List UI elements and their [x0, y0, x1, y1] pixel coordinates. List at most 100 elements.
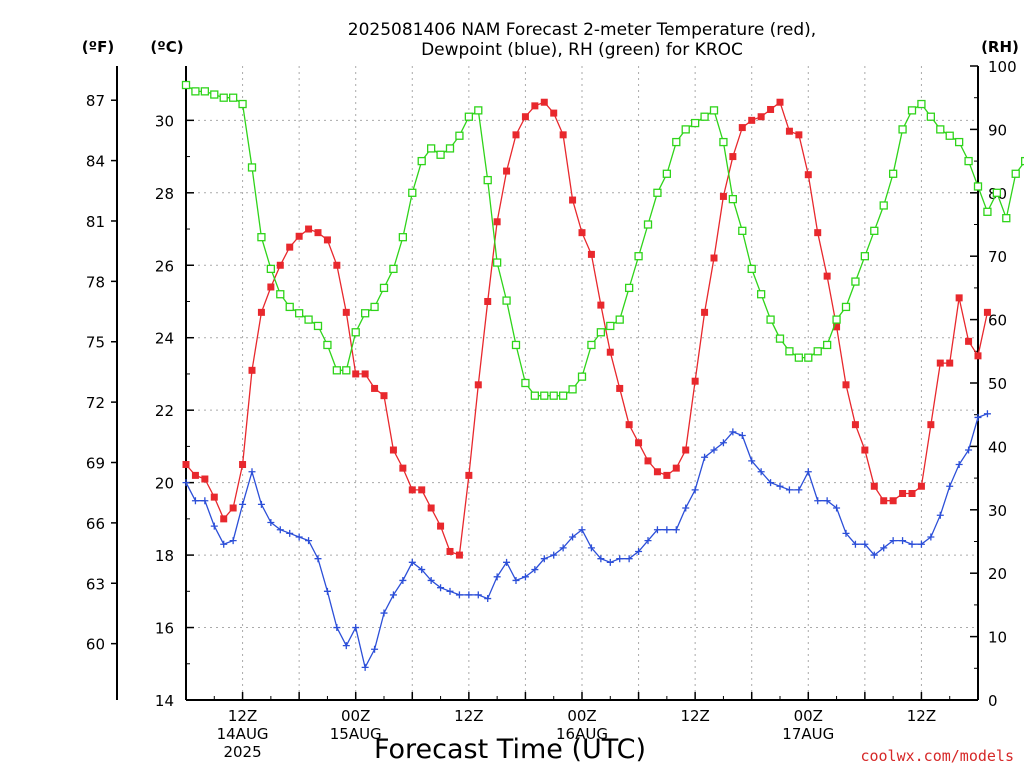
rh-point	[1002, 214, 1011, 223]
rh-point	[662, 169, 672, 178]
dewpoint-point	[606, 558, 614, 566]
temperature-point	[946, 359, 954, 367]
dewpoint-point	[569, 533, 577, 541]
dewpoint-point	[286, 529, 294, 537]
dewpoint-point	[239, 500, 247, 508]
dewpoint-point	[795, 486, 803, 494]
x-tick-label: 00Z	[341, 707, 370, 725]
rh-point	[804, 353, 813, 362]
temperature-point	[437, 522, 445, 530]
dewpoint-point	[333, 624, 341, 632]
dewpoint-point	[229, 537, 237, 545]
rh-point	[728, 194, 738, 204]
rh-point	[634, 252, 643, 261]
x-tick-label: 12Z	[454, 707, 483, 725]
rh-point	[690, 118, 700, 128]
dewpoint-point	[889, 537, 897, 545]
temperature-point	[257, 308, 265, 316]
rh-point	[596, 328, 606, 337]
temperature-point	[691, 377, 699, 385]
dewpoint-point	[983, 410, 991, 418]
dewpoint-point	[371, 645, 379, 653]
temperature-point	[352, 370, 360, 378]
rh-point	[907, 106, 917, 115]
rh-point	[257, 233, 266, 242]
rh-point	[219, 93, 228, 102]
temperature-point	[889, 497, 897, 505]
fahrenheit-tick-label: 78	[86, 273, 105, 291]
temperature-point	[380, 392, 388, 400]
dewpoint-point	[210, 522, 218, 530]
rh-point	[756, 290, 766, 299]
series-layer	[181, 80, 1024, 671]
rh-point	[577, 372, 587, 381]
temperature-point	[663, 471, 671, 479]
temperature-point	[201, 475, 209, 483]
rh-point	[813, 347, 822, 356]
dewpoint-point	[851, 540, 859, 548]
dewpoint-point	[597, 555, 605, 563]
temperature-point	[908, 489, 916, 497]
rh-tick-label: 50	[988, 375, 1007, 393]
celsius-tick-label: 16	[155, 620, 174, 638]
dewpoint-point	[446, 587, 454, 595]
temperature-point	[371, 384, 379, 392]
rh-point	[483, 175, 492, 185]
temperature-point	[484, 297, 492, 305]
fahrenheit-axis-unit: (ºF)	[82, 38, 114, 56]
rh-point	[445, 144, 455, 153]
temperature-point	[719, 192, 727, 200]
dewpoint-point	[804, 468, 812, 476]
rh-point	[181, 80, 191, 90]
rh-point	[474, 106, 483, 115]
rh-point	[304, 315, 313, 324]
dewpoint-point	[220, 540, 228, 548]
dewpoint-point	[531, 566, 539, 574]
celsius-tick-label: 22	[155, 402, 174, 420]
rh-point	[587, 340, 596, 350]
temperature-point	[578, 229, 586, 237]
dewpoint-point	[823, 497, 831, 505]
temperature-point	[710, 254, 718, 262]
fahrenheit-tick-label: 69	[86, 455, 105, 473]
rh-point	[191, 87, 200, 96]
dewpoint-point	[521, 573, 529, 581]
temperature-point	[399, 464, 407, 472]
dewpoint-point	[842, 529, 850, 537]
rh-point	[851, 277, 860, 286]
temperature-point	[880, 497, 888, 505]
rh-point	[794, 353, 804, 362]
rh-point	[464, 112, 474, 121]
temperature-point	[672, 464, 680, 472]
rh-point	[492, 258, 502, 267]
x-tick-label: 12Z	[907, 707, 936, 725]
rh-point	[436, 150, 445, 159]
chart-title-line1: 2025081406 NAM Forecast 2-meter Temperat…	[348, 20, 816, 40]
rh-point	[568, 385, 577, 394]
dewpoint-point	[361, 663, 369, 671]
rh-point	[540, 391, 549, 400]
rh-point	[983, 207, 992, 216]
dewpoint-point	[635, 547, 643, 555]
temperature-point	[833, 323, 841, 331]
temperature-point	[540, 98, 548, 106]
celsius-tick-label: 28	[155, 185, 174, 203]
dewpoint-point	[729, 428, 737, 436]
temperature-point	[729, 153, 737, 161]
rh-tick-label: 0	[988, 692, 998, 710]
celsius-tick-label: 14	[155, 692, 174, 710]
dewpoint-point	[578, 526, 586, 534]
dewpoint-point	[710, 446, 718, 454]
temperature-point	[861, 446, 869, 454]
rh-point	[417, 156, 426, 166]
temperature-point	[823, 272, 831, 280]
dewpoint-point	[399, 576, 407, 584]
temperature-point	[220, 515, 228, 523]
rh-point	[888, 169, 898, 178]
dewpoint-point	[295, 533, 303, 541]
rh-point	[709, 106, 719, 115]
dewpoint-point	[559, 544, 567, 552]
dewpoint-point	[927, 533, 935, 541]
dewpoint-point	[917, 540, 925, 548]
